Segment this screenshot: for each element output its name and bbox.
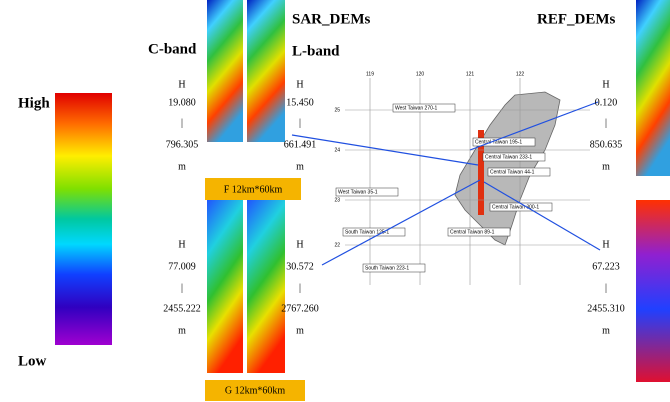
- range-value: 2767.260: [281, 303, 319, 314]
- range-value: 2455.310: [587, 303, 625, 314]
- map-label: West Taiwan 270-1: [393, 104, 455, 112]
- lat-label: 23: [334, 197, 340, 203]
- map-label: West Taiwan 35-1: [336, 188, 398, 196]
- map-label-text: Central Taiwan 233-1: [485, 154, 532, 160]
- range-value: 77.009: [168, 261, 196, 272]
- range-value: |: [299, 117, 301, 128]
- map-label-text: West Taiwan 270-1: [395, 105, 438, 111]
- map-label: Central Taiwan 44-1: [488, 168, 550, 176]
- title: SAR_DEMs: [292, 11, 371, 27]
- range-value: H: [602, 239, 609, 250]
- map-label-text: Central Taiwan 44-1: [490, 169, 535, 175]
- lon-label: 122: [516, 71, 525, 77]
- range-value: |: [181, 282, 183, 293]
- range-value: |: [181, 117, 183, 128]
- lon-label: 120: [416, 71, 425, 77]
- dem-image: [207, 0, 243, 142]
- range-value: m: [296, 325, 304, 336]
- legend-high: High: [18, 95, 50, 111]
- range-value: |: [605, 117, 607, 128]
- box-label: F 12km*60km: [224, 184, 283, 195]
- range-value: H: [296, 239, 303, 250]
- map-label: South Taiwan 223-1: [363, 264, 425, 272]
- map-label-text: West Taiwan 35-1: [338, 189, 378, 195]
- dem-image: [247, 198, 285, 373]
- range-value: m: [602, 325, 610, 336]
- range-value: 19.080: [168, 97, 196, 108]
- lat-label: 24: [334, 147, 340, 153]
- range-value: H: [178, 239, 185, 250]
- range-value: 850.635: [590, 139, 623, 150]
- map-label-text: Central Taiwan 195-1: [475, 139, 522, 145]
- range-value: 796.305: [166, 139, 199, 150]
- lat-label: 25: [334, 107, 340, 113]
- map: 119 120 121 122 25 24 23 22 West Taiwan 270-1 Cen…: [334, 71, 590, 285]
- range-value: 661.491: [284, 139, 317, 150]
- range-value: 67.223: [592, 261, 620, 272]
- map-label: Central Taiwan 89-1: [448, 228, 510, 236]
- band-label: L-band: [292, 43, 340, 59]
- title: REF_DEMs: [537, 11, 615, 27]
- range-value: m: [178, 325, 186, 336]
- lon-label: 119: [366, 71, 374, 77]
- range-value: H: [602, 79, 609, 90]
- map-label-text: South Taiwan 223-1: [365, 265, 409, 271]
- range-value: 15.450: [286, 97, 314, 108]
- dem-image: [636, 200, 670, 382]
- range-value: |: [605, 282, 607, 293]
- box-label: G 12km*60km: [225, 385, 286, 396]
- lon-label: 121: [466, 71, 475, 77]
- range-value: 30.572: [286, 261, 314, 272]
- range-value: 2455.222: [163, 303, 201, 314]
- figure: 119 120 121 122 25 24 23 22 West Taiwan 270-1 Cen…: [0, 0, 670, 402]
- range-value: m: [296, 161, 304, 172]
- range-value: H: [296, 79, 303, 90]
- map-label: South Taiwan 125-1: [343, 228, 405, 236]
- map-label-text: Central Taiwan 89-1: [450, 229, 495, 235]
- band-label: C-band: [148, 41, 197, 57]
- map-label: Central Taiwan 233-1: [483, 153, 545, 161]
- dem-image: [207, 198, 243, 373]
- dem-image: [636, 0, 670, 176]
- range-value: H: [178, 79, 185, 90]
- color-bar: [55, 93, 112, 345]
- legend-low: Low: [18, 353, 47, 369]
- range-value: 0.120: [595, 97, 618, 108]
- map-label-text: Central Taiwan 300-1: [492, 204, 539, 210]
- range-value: m: [178, 161, 186, 172]
- range-value: |: [299, 282, 301, 293]
- range-value: m: [602, 161, 610, 172]
- lat-label: 22: [334, 242, 340, 248]
- dem-image: [247, 0, 285, 142]
